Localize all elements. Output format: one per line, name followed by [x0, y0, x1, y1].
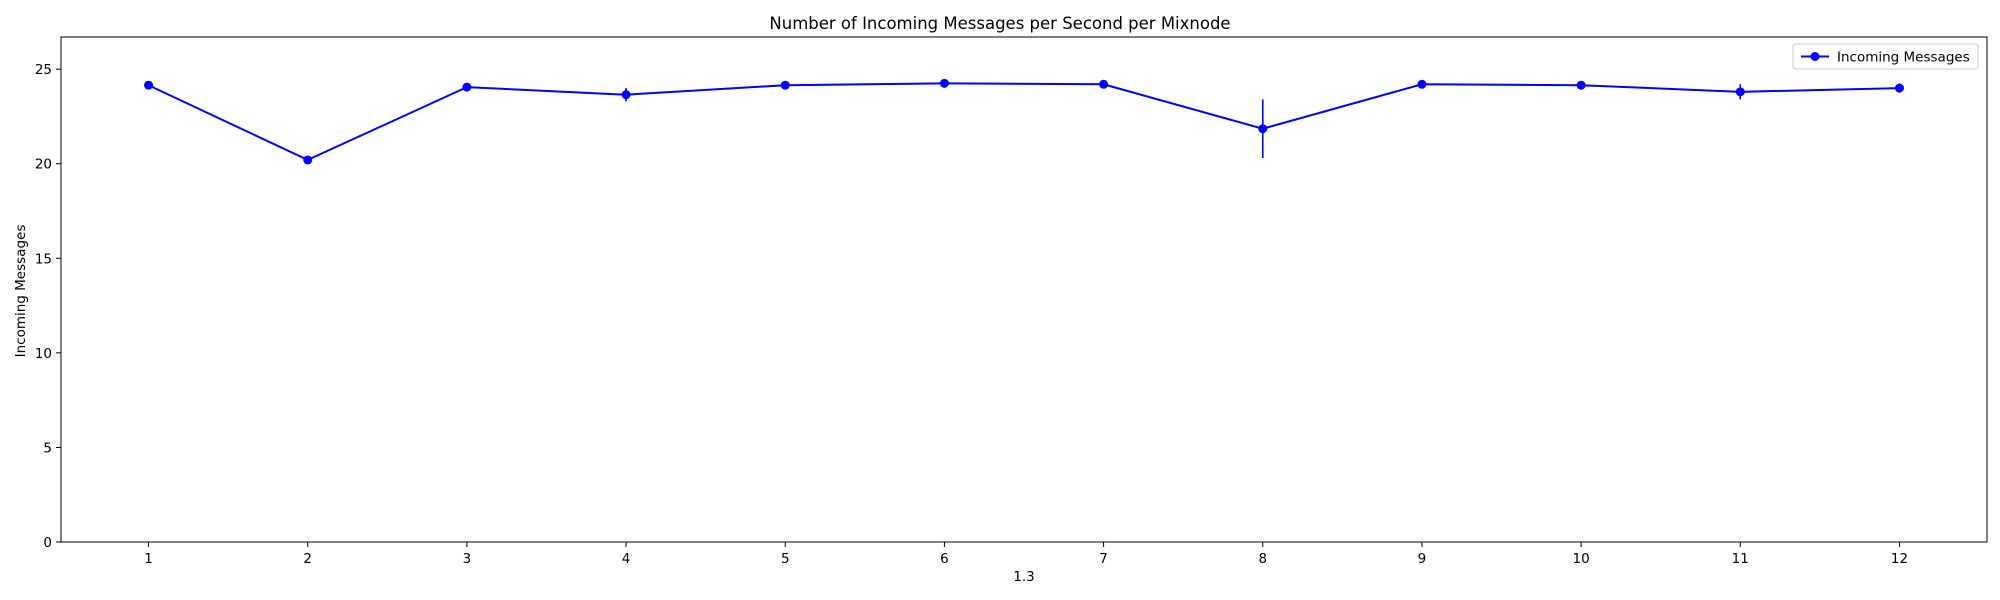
y-tick-label: 20: [35, 157, 52, 173]
y-tick-label: 25: [35, 62, 52, 78]
data-point: [621, 90, 631, 100]
x-tick-label: 11: [1732, 551, 1749, 567]
data-point: [1894, 83, 1904, 93]
x-tick-label: 1: [144, 551, 153, 567]
data-point: [939, 78, 949, 88]
plot-area: [60, 36, 1988, 543]
x-tick-label: 5: [781, 551, 790, 567]
data-point: [1576, 80, 1586, 90]
y-tick-label: 10: [35, 346, 52, 362]
legend-box: [1792, 43, 1979, 70]
x-tick-label: 2: [303, 551, 312, 567]
data-point: [1417, 79, 1427, 89]
legend: Incoming Messages: [1792, 43, 1979, 70]
x-tick-label: 6: [940, 551, 949, 567]
data-point: [303, 155, 313, 165]
data-point: [780, 80, 790, 90]
series-line: [148, 82, 1900, 162]
y-axis-label: Incoming Messages: [13, 225, 29, 358]
x-tick-label: 8: [1258, 551, 1267, 567]
data-point: [1735, 87, 1745, 97]
data-point: [462, 82, 472, 92]
chart-title: Number of Incoming Messages per Second p…: [769, 14, 1230, 33]
data-point: [1258, 124, 1268, 134]
plot-frame: [60, 36, 1988, 543]
x-tick-label: 4: [622, 551, 631, 567]
x-tick-label: 10: [1573, 551, 1590, 567]
x-axis-label: 1.3: [1013, 569, 1034, 585]
y-tick-label: 0: [43, 535, 52, 551]
x-tick-label: 12: [1891, 551, 1908, 567]
legend-label: Incoming Messages: [1837, 50, 1970, 66]
y-tick-label: 15: [35, 251, 52, 267]
y-tick-label: 5: [43, 440, 52, 456]
x-tick-label: 7: [1099, 551, 1108, 567]
series-layer: [144, 78, 1904, 165]
data-point: [144, 80, 154, 90]
x-axis-ticks: 1 2 3 4 5 6 7 8 9 10 11 12: [144, 542, 1908, 567]
y-axis-ticks: 0 5 10 15 20 25: [35, 62, 61, 551]
data-point: [1099, 79, 1109, 89]
x-tick-label: 9: [1418, 551, 1427, 567]
legend-marker: [1810, 52, 1820, 61]
x-tick-label: 3: [463, 551, 472, 567]
